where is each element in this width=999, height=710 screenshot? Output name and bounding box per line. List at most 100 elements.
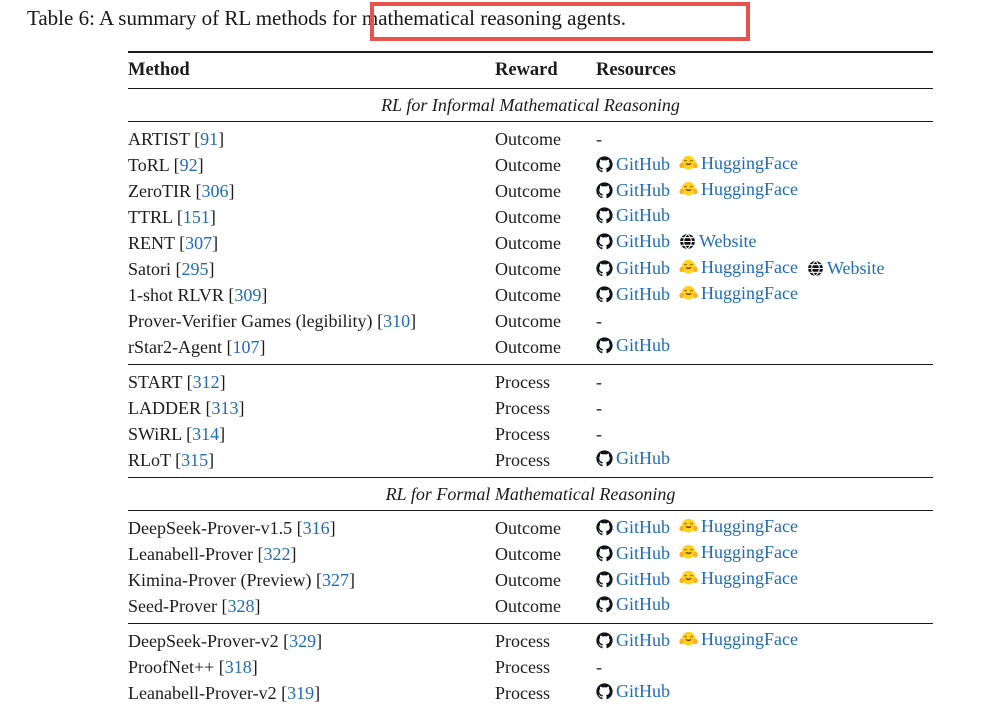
citation-link[interactable]: 312 bbox=[192, 371, 220, 392]
citation-bracket: ] bbox=[228, 180, 235, 201]
resource-link-label: GitHub bbox=[616, 283, 670, 304]
resource-link-label: GitHub bbox=[616, 629, 670, 650]
github-link[interactable]: GitHub bbox=[596, 681, 670, 702]
citation-link[interactable]: 307 bbox=[185, 232, 213, 253]
huggingface-icon bbox=[679, 284, 698, 303]
citation-link[interactable]: 309 bbox=[234, 284, 262, 305]
resource-link-label: HuggingFace bbox=[701, 515, 798, 536]
citation-link[interactable]: 313 bbox=[211, 397, 239, 418]
github-link[interactable]: GitHub bbox=[596, 543, 670, 564]
github-link[interactable]: GitHub bbox=[596, 205, 670, 226]
method-cell: rStar2-Agent [107] bbox=[128, 337, 495, 358]
reward-cell: Outcome bbox=[495, 310, 561, 331]
github-link[interactable]: GitHub bbox=[596, 335, 670, 356]
method-cell: Prover-Verifier Games (legibility) [310] bbox=[128, 311, 495, 332]
huggingface-link[interactable]: HuggingFace bbox=[679, 542, 798, 563]
resource-link-label: HuggingFace bbox=[701, 256, 798, 277]
huggingface-icon bbox=[679, 569, 698, 588]
huggingface-link[interactable]: HuggingFace bbox=[679, 516, 798, 537]
github-link[interactable]: GitHub bbox=[596, 594, 670, 615]
resource-link-label: GitHub bbox=[616, 335, 670, 355]
method-name: Leanabell-Prover-v2 bbox=[128, 682, 282, 703]
reward-cell: Outcome bbox=[495, 128, 561, 149]
huggingface-link[interactable]: HuggingFace bbox=[679, 257, 798, 278]
method-cell: DeepSeek-Prover-v1.5 [316] bbox=[128, 518, 495, 539]
reward-cell: Process bbox=[495, 371, 550, 392]
citation-link[interactable]: 328 bbox=[227, 595, 255, 616]
huggingface-link[interactable]: HuggingFace bbox=[679, 568, 798, 589]
citation-link[interactable]: 319 bbox=[287, 682, 315, 703]
table-row: ZeroTIR [306] Outcome GitHub HuggingFace bbox=[128, 178, 933, 204]
table-row: Leanabell-Prover-v2 [319] Process GitHub bbox=[128, 680, 933, 706]
method-name: RLoT bbox=[128, 449, 176, 470]
github-link[interactable]: GitHub bbox=[596, 630, 670, 651]
resources-cell: GitHub bbox=[596, 205, 933, 229]
citation-link[interactable]: 314 bbox=[192, 423, 220, 444]
citation-link[interactable]: 316 bbox=[302, 517, 330, 538]
citation-bracket: [ bbox=[315, 569, 322, 590]
citation-link[interactable]: 107 bbox=[232, 336, 260, 357]
resource-link-label: GitHub bbox=[616, 153, 670, 174]
github-link[interactable]: GitHub bbox=[596, 284, 670, 305]
reward-cell: Outcome bbox=[495, 232, 561, 253]
resource-link-label: GitHub bbox=[616, 568, 670, 589]
huggingface-link[interactable]: HuggingFace bbox=[679, 629, 798, 650]
website-link[interactable]: Website bbox=[807, 258, 885, 279]
citation-link[interactable]: 327 bbox=[321, 569, 349, 590]
citation-link[interactable]: 91 bbox=[200, 128, 219, 149]
table-row: DeepSeek-Prover-v1.5 [316] Outcome GitHub H… bbox=[128, 515, 933, 541]
huggingface-link[interactable]: HuggingFace bbox=[679, 153, 798, 174]
table-row: ARTIST [91] Outcome - bbox=[128, 126, 933, 152]
citation-bracket: [ bbox=[176, 206, 183, 227]
method-name: Leanabell-Prover bbox=[128, 543, 258, 564]
github-link[interactable]: GitHub bbox=[596, 569, 670, 590]
github-icon bbox=[596, 518, 613, 536]
citation-bracket: [ bbox=[175, 258, 182, 279]
reward-cell: Process bbox=[495, 397, 550, 418]
column-header-method: Method bbox=[128, 60, 190, 80]
citation-link[interactable]: 310 bbox=[383, 310, 411, 331]
citation-bracket: ] bbox=[208, 258, 215, 279]
method-cell: ToRL [92] bbox=[128, 155, 495, 176]
citation-bracket: [ bbox=[186, 371, 193, 392]
github-link[interactable]: GitHub bbox=[596, 517, 670, 538]
citation-bracket: ] bbox=[314, 682, 321, 703]
github-icon bbox=[596, 207, 613, 224]
citation-link[interactable]: 92 bbox=[179, 154, 198, 175]
citation-link[interactable]: 295 bbox=[181, 258, 209, 279]
huggingface-link[interactable]: HuggingFace bbox=[679, 179, 798, 200]
resource-link-label: HuggingFace bbox=[701, 178, 798, 199]
citation-link[interactable]: 318 bbox=[224, 656, 252, 677]
resource-link-label: HuggingFace bbox=[701, 152, 798, 173]
resources-cell: GitHub Website bbox=[596, 231, 933, 255]
table-row: RENT [307] Outcome GitHub Website bbox=[128, 230, 933, 256]
github-link[interactable]: GitHub bbox=[596, 180, 670, 201]
reward-cell: Outcome bbox=[495, 595, 561, 616]
resource-link-label: GitHub bbox=[616, 179, 670, 200]
reward-cell: Process bbox=[495, 682, 550, 703]
resources-cell: GitHub HuggingFace bbox=[596, 568, 933, 593]
method-cell: RENT [307] bbox=[128, 233, 495, 254]
citation-link[interactable]: 322 bbox=[263, 543, 291, 564]
github-link[interactable]: GitHub bbox=[596, 258, 670, 279]
citation-link[interactable]: 329 bbox=[289, 630, 317, 651]
resource-link-label: GitHub bbox=[616, 594, 670, 614]
table-row: Prover-Verifier Games (legibility) [310]… bbox=[128, 308, 933, 334]
method-cell: START [312] bbox=[128, 372, 495, 393]
huggingface-icon bbox=[679, 180, 698, 199]
citation-bracket: [ bbox=[296, 517, 303, 538]
website-link[interactable]: Website bbox=[679, 231, 757, 252]
resource-link-label: GitHub bbox=[616, 516, 670, 537]
website-icon bbox=[807, 259, 824, 277]
method-name: RENT bbox=[128, 232, 180, 253]
github-link[interactable]: GitHub bbox=[596, 448, 670, 469]
method-cell: Kimina-Prover (Preview) [327] bbox=[128, 570, 495, 591]
resources-cell: GitHub HuggingFace Website bbox=[596, 257, 933, 282]
github-link[interactable]: GitHub bbox=[596, 231, 670, 252]
citation-link[interactable]: 315 bbox=[181, 449, 209, 470]
huggingface-link[interactable]: HuggingFace bbox=[679, 283, 798, 304]
citation-link[interactable]: 306 bbox=[201, 180, 229, 201]
github-link[interactable]: GitHub bbox=[596, 154, 670, 175]
citation-bracket: ] bbox=[259, 336, 266, 357]
citation-link[interactable]: 151 bbox=[182, 206, 210, 227]
